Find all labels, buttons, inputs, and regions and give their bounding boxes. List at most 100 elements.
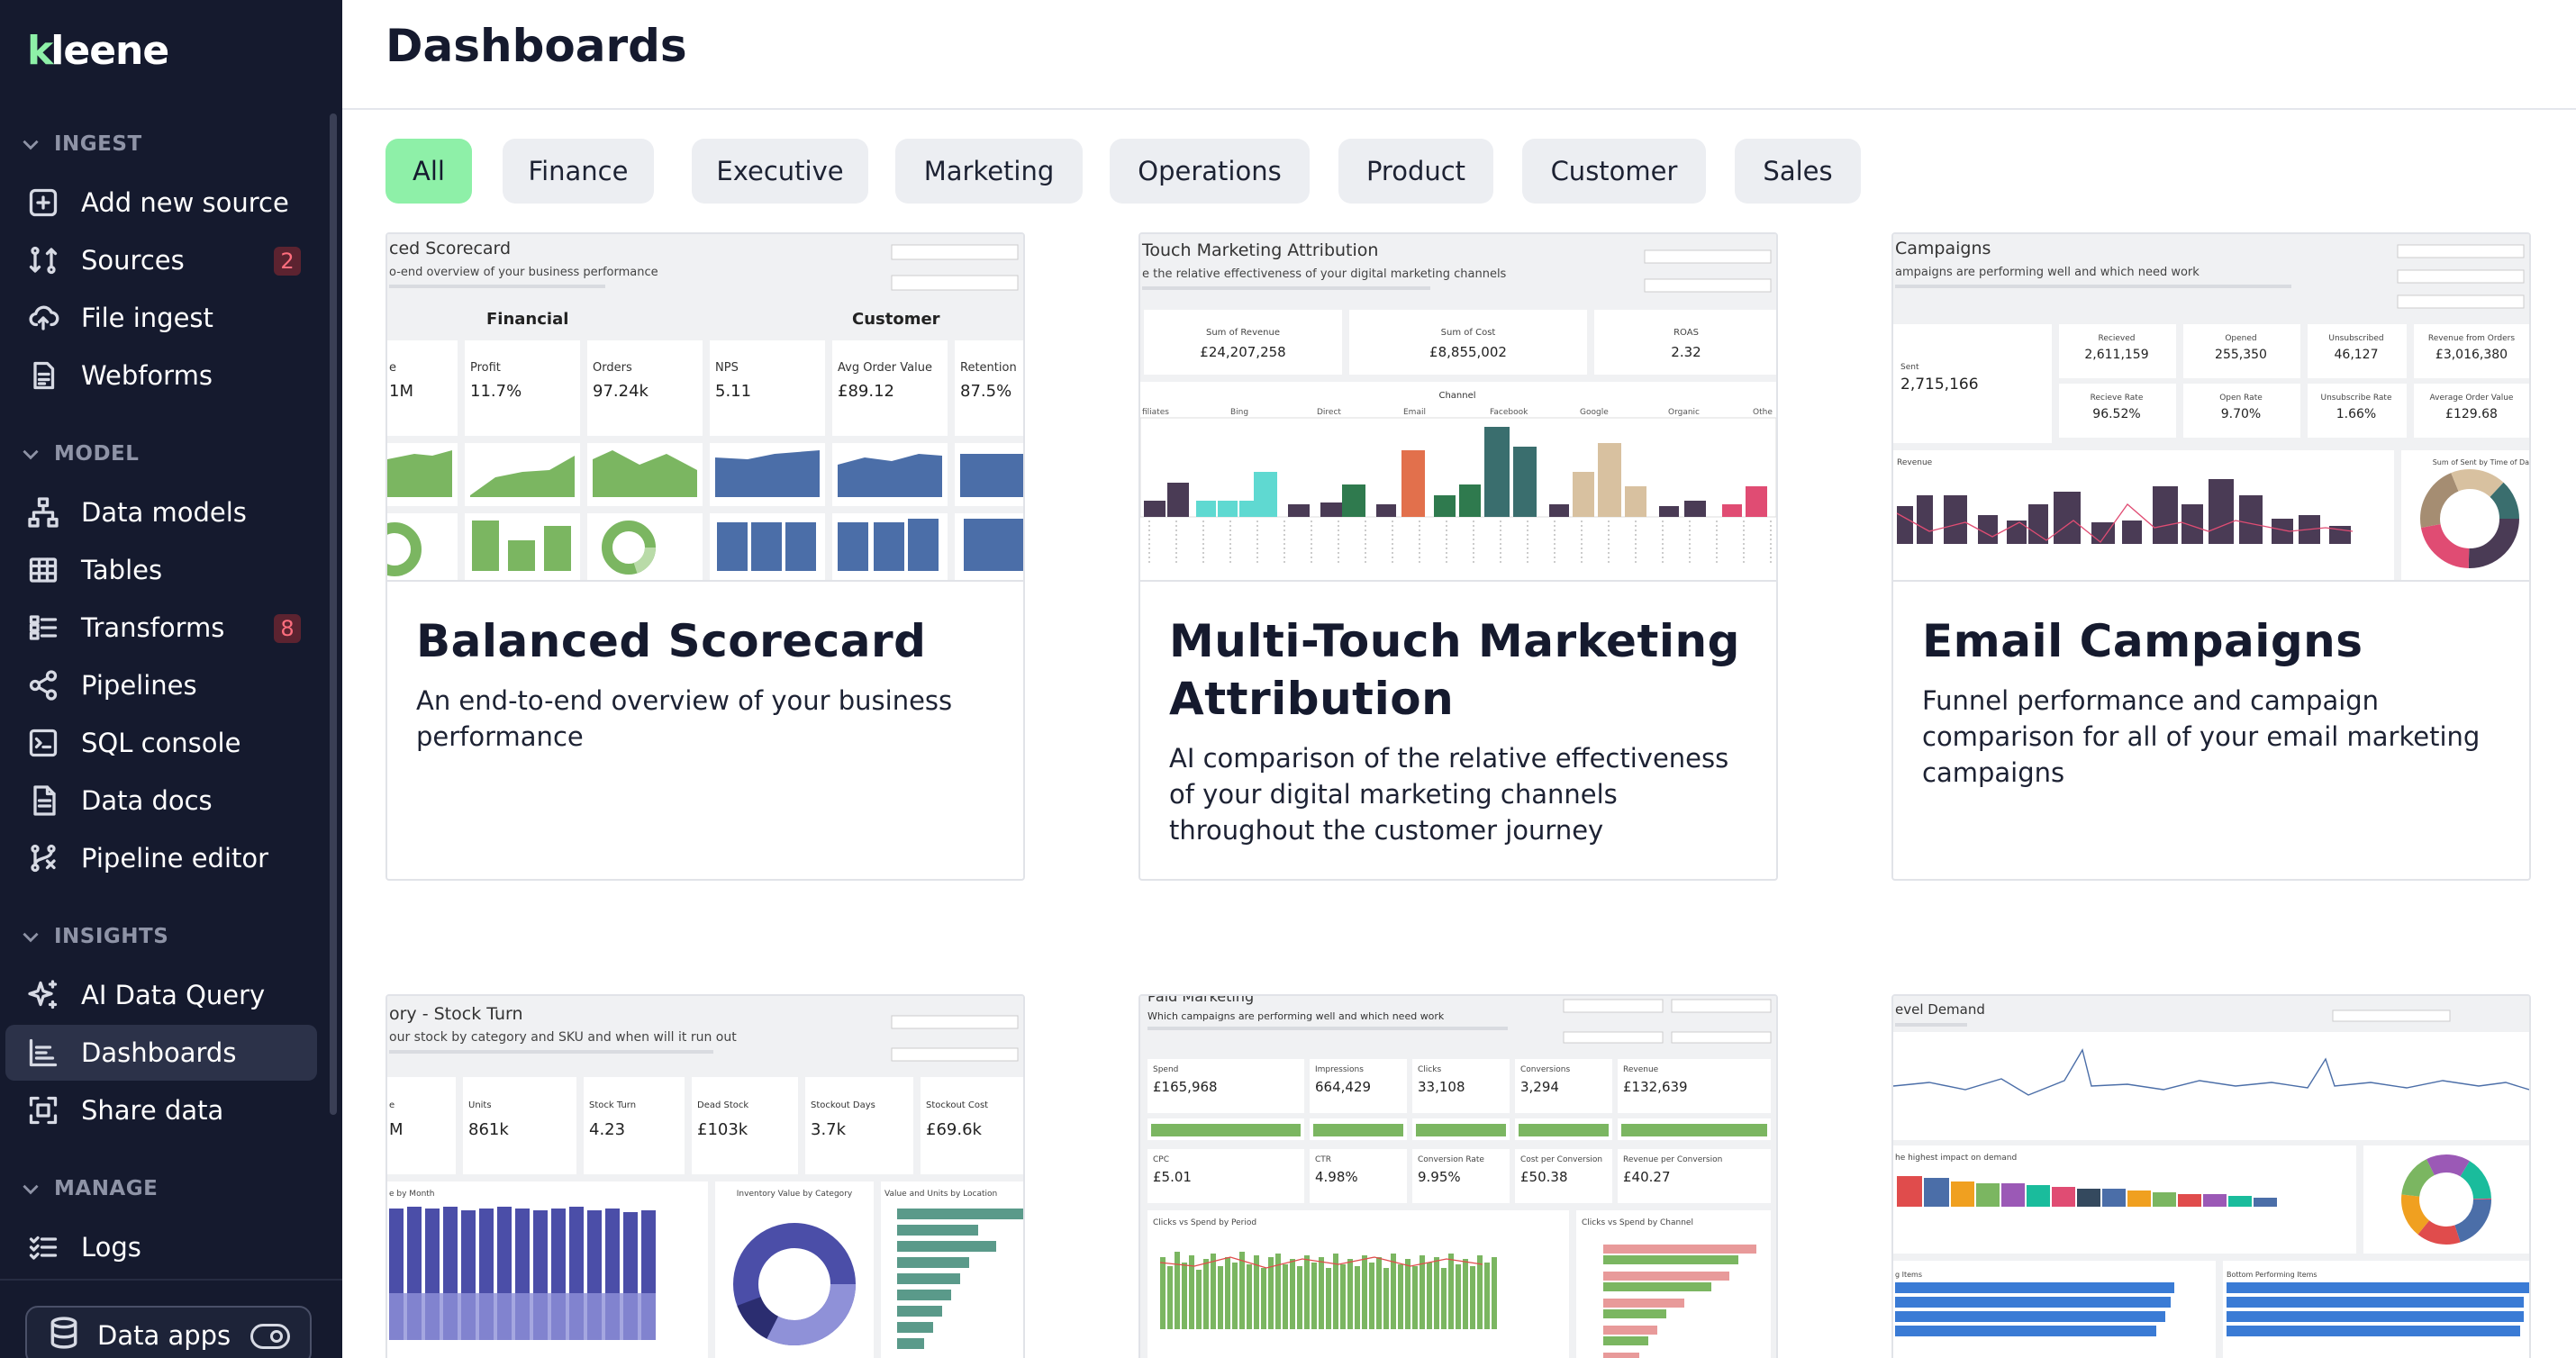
svg-text:Bottom Performing Items: Bottom Performing Items [2227,1271,2317,1279]
section-insights-toggle[interactable]: INSIGHTS [13,919,168,955]
svg-text:Facebook: Facebook [1490,408,1528,417]
svg-text:11.7%: 11.7% [470,382,522,401]
svg-text:Clicks: Clicks [1418,1065,1441,1074]
section-label: INSIGHTS [54,925,169,948]
filter-chip-sales[interactable]: Sales [1735,139,1861,204]
svg-text:Sum of Revenue: Sum of Revenue [1206,328,1280,338]
svg-text:Cost per Conversion: Cost per Conversion [1520,1155,1602,1164]
sidebar-item-sources[interactable]: Sources 2 [5,232,317,288]
sidebar-item-label: File ingest [81,303,213,333]
svg-text:g Items: g Items [1895,1271,1922,1279]
svg-text:Unsubscribe Rate: Unsubscribe Rate [2321,394,2392,403]
dashboard-card-item-level-demand[interactable]: evel Demand he highest impact on demand [1891,994,2531,1358]
svg-text:Units: Units [468,1100,492,1110]
sidebar-item-ai-data-query[interactable]: AI Data Query [5,967,317,1023]
svg-text:861k: 861k [468,1120,509,1139]
sidebar-item-label: Webforms [81,360,213,391]
dashboard-card-balanced-scorecard[interactable]: ced Scorecard o-end overview of your bus… [385,232,1025,881]
svg-text:ced Scorecard: ced Scorecard [389,239,511,258]
svg-text:Sum of Sent by Time of Da: Sum of Sent by Time of Da [2433,458,2529,466]
svg-text:664,429: 664,429 [1315,1079,1371,1095]
svg-text:2.32: 2.32 [1671,344,1701,360]
svg-text:Avg Order Value: Avg Order Value [838,361,932,375]
dashboard-card-email-campaigns[interactable]: Campaigns ampaigns are performing well a… [1891,232,2531,881]
card-title: Multi-Touch Marketing Attribution [1169,615,1740,725]
share-nodes-icon [25,667,61,703]
sidebar-item-label: Add new source [81,187,289,218]
sidebar-item-label: Pipelines [81,670,197,701]
dashboard-card-paid-marketing[interactable]: Paid Marketing Which campaigns are perfo… [1138,994,1778,1358]
sidebar-item-transforms[interactable]: Transforms 8 [5,600,317,656]
filter-chip-all[interactable]: All [385,139,472,204]
dashboard-icon [25,1035,61,1071]
sidebar-item-file-ingest[interactable]: File ingest [5,290,317,346]
sidebar-item-label: Transforms [81,612,225,643]
svg-text:ROAS: ROAS [1673,328,1699,338]
svg-text:CPC: CPC [1153,1155,1169,1164]
svg-text:Average Order Value: Average Order Value [2430,394,2514,403]
svg-text:46,127: 46,127 [2335,348,2379,362]
transforms-count-badge: 8 [274,614,301,643]
svg-text:Inventory Value by Category: Inventory Value by Category [737,1190,853,1199]
filter-chip-product[interactable]: Product [1338,139,1493,204]
svg-text:Dead Stock: Dead Stock [697,1100,748,1110]
svg-text:ampaigns are performing well a: ampaigns are performing well and which n… [1895,266,2200,279]
filter-chip-marketing[interactable]: Marketing [895,139,1083,204]
share-data-icon [25,1092,61,1128]
sidebar-item-dashboards[interactable]: Dashboards [5,1025,317,1081]
svg-text:£5.01: £5.01 [1153,1169,1192,1185]
svg-text:Recieve Rate: Recieve Rate [2091,394,2144,403]
sidebar-item-label: AI Data Query [81,980,266,1010]
svg-text:Sent: Sent [1900,363,1919,372]
sidebar-scrollbar[interactable] [330,113,337,1115]
sidebar-item-sql-console[interactable]: SQL console [5,715,317,771]
svg-text:he highest impact on demand: he highest impact on demand [1895,1154,2017,1163]
sidebar-item-data-models[interactable]: Data models [5,484,317,540]
svg-text:3,294: 3,294 [1520,1079,1559,1095]
svg-text:Open Rate: Open Rate [2219,394,2263,403]
logo-text: leene [50,27,169,74]
svg-text:1M: 1M [389,382,413,401]
sidebar-item-share-data[interactable]: Share data [5,1082,317,1138]
svg-text:255,350: 255,350 [2215,348,2267,362]
svg-text:e: e [389,1100,395,1110]
sidebar-item-add-new-source[interactable]: Add new source [5,175,317,231]
sidebar-item-webforms[interactable]: Webforms [5,348,317,403]
card-description: An end-to-end overview of your business … [416,685,953,752]
svg-text:33,108: 33,108 [1418,1079,1465,1095]
kleene-logo[interactable]: k leene [27,23,169,77]
svg-text:evel Demand: evel Demand [1895,1001,1985,1018]
section-manage-toggle[interactable]: MANAGE [13,1171,158,1207]
sidebar-item-pipeline-editor[interactable]: Pipeline editor [5,830,317,886]
filter-chip-executive[interactable]: Executive [692,139,868,204]
svg-text:filiates: filiates [1142,408,1169,417]
data-apps-button[interactable]: Data apps [25,1306,312,1358]
svg-text:Revenue from Orders: Revenue from Orders [2428,334,2515,343]
sidebar-item-logs[interactable]: Logs [5,1219,317,1275]
main-content: Dashboards All Finance Executive Marketi… [342,0,2576,1358]
filter-chip-customer[interactable]: Customer [1522,139,1706,204]
svg-text:Touch Marketing Attribution: Touch Marketing Attribution [1141,240,1378,260]
filter-chip-operations[interactable]: Operations [1110,139,1310,204]
svg-text:Stock Turn: Stock Turn [589,1100,636,1110]
svg-text:Impressions: Impressions [1315,1065,1364,1074]
sidebar-item-tables[interactable]: Tables [5,542,317,598]
svg-text:Revenue per Conversion: Revenue per Conversion [1623,1155,1722,1164]
sidebar-item-data-docs[interactable]: Data docs [5,773,317,828]
svg-text:Stockout Days: Stockout Days [811,1100,875,1110]
svg-text:Recieved: Recieved [2099,334,2136,343]
dashboard-card-multi-touch-attribution[interactable]: Touch Marketing Attribution e the relati… [1138,232,1778,881]
svg-text:Opened: Opened [2225,334,2256,343]
dashboard-thumbnail: ced Scorecard o-end overview of your bus… [387,234,1023,582]
section-model-toggle[interactable]: MODEL [13,436,139,472]
filter-chip-finance[interactable]: Finance [503,139,654,204]
dashboard-card-inventory-stock-turn[interactable]: ory - Stock Turn our stock by category a… [385,994,1025,1358]
sidebar-item-pipelines[interactable]: Pipelines [5,657,317,713]
upload-cloud-icon [25,300,61,336]
data-apps-toggle[interactable] [250,1324,290,1349]
svg-text:Email: Email [1403,408,1426,417]
section-ingest-toggle[interactable]: INGEST [13,126,142,162]
pipeline-editor-icon [25,840,61,876]
dashboard-thumbnail: Touch Marketing Attribution e the relati… [1140,234,1776,582]
